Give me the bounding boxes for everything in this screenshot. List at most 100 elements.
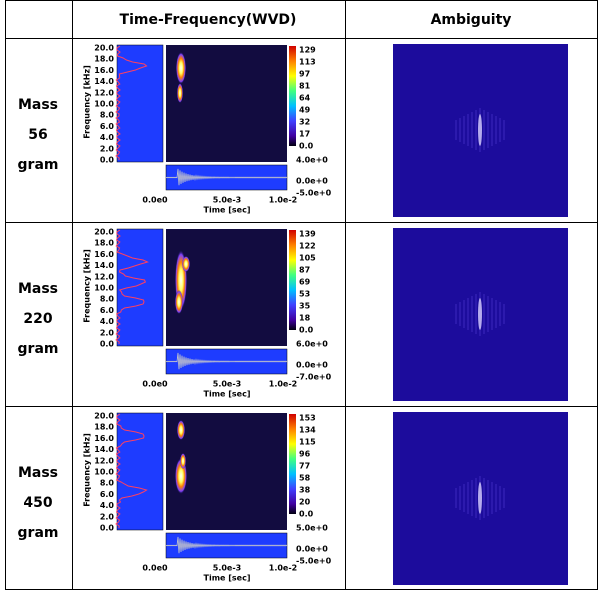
signal-tick-label: -5.0e+0 (296, 189, 332, 198)
colorbar (289, 46, 296, 146)
table-grid (5, 0, 598, 590)
column-header: Ambiguity (431, 12, 512, 28)
y-tick-label: 2.0 (100, 512, 115, 521)
signal-tick-label: 0.0e+0 (296, 361, 328, 370)
y-tick-label: 12.0 (94, 456, 114, 465)
signal-tick-label: -7.0e+0 (296, 373, 332, 382)
y-tick-label: 20.0 (94, 44, 114, 53)
y-tick-label: 18.0 (94, 423, 114, 432)
colorbar-label: 105 (299, 254, 316, 263)
spectrogram (166, 45, 287, 162)
marginal-panel (116, 44, 164, 163)
x-tick-label: 1.0e-2 (269, 564, 297, 573)
signal-tick-label: 4.0e+0 (296, 156, 328, 165)
y-tick-label: 6.0 (100, 122, 115, 131)
y-tick-label: 4.0 (100, 133, 115, 142)
colorbar-label: 0.0 (299, 142, 314, 151)
colorbar-label: 81 (299, 82, 311, 91)
table-row: Mass 56 gram 20.0 18.0 16.0 14.0 12.0 10.0 8.0 6.0… (18, 44, 568, 217)
y-tick-label: 20.0 (94, 228, 114, 237)
x-tick-label: 0.0e0 (142, 196, 168, 205)
x-tick-label: 0.0e0 (142, 564, 168, 573)
y-axis-label: Frequency [kHz] (83, 433, 92, 507)
colorbar-label: 153 (299, 414, 316, 423)
colorbar-label: 97 (299, 70, 310, 79)
colorbar-label: 122 (299, 242, 316, 251)
ambiguity-peak (478, 482, 482, 514)
colorbar-label: 129 (299, 46, 316, 55)
y-tick-label: 16.0 (94, 434, 114, 443)
signal-trace (165, 352, 288, 370)
y-tick-label: 14.0 (94, 261, 114, 270)
y-tick-label: 0.0 (100, 524, 115, 533)
y-tick-label: 14.0 (94, 77, 114, 86)
energy-blob (182, 256, 190, 272)
colorbar-label: 53 (299, 290, 310, 299)
marginal-panel (116, 412, 164, 531)
energy-blob (180, 453, 186, 469)
colorbar-label: 77 (299, 462, 310, 471)
y-tick-label: 12.0 (94, 272, 114, 281)
y-tick-label: 0.0 (100, 340, 115, 349)
y-tick-label: 2.0 (100, 328, 115, 337)
colorbar-label: 113 (299, 58, 316, 67)
y-tick-label: 18.0 (94, 55, 114, 64)
signal-tick-label: 5.0e+0 (296, 524, 328, 533)
y-tick-label: 8.0 (100, 295, 115, 304)
y-axis-label: Frequency [kHz] (83, 249, 92, 323)
colorbar (289, 230, 296, 330)
colorbar-label: 18 (299, 314, 311, 323)
row-label: gram (18, 341, 59, 357)
colorbar-label: 87 (299, 266, 310, 275)
y-tick-label: 20.0 (94, 412, 114, 421)
y-tick-label: 0.0 (100, 156, 115, 165)
row-label: gram (18, 157, 59, 173)
x-tick-label: 5.0e-3 (213, 564, 241, 573)
signal-tick-label: 0.0e+0 (296, 177, 328, 186)
colorbar-label: 134 (299, 426, 316, 435)
row-label: gram (18, 525, 59, 541)
colorbar-label: 139 (299, 230, 316, 239)
y-tick-label: 12.0 (94, 88, 114, 97)
row-label: 220 (23, 311, 52, 327)
x-tick-label: 5.0e-3 (213, 380, 241, 389)
row-label: 56 (28, 127, 47, 143)
colorbar-label: 64 (299, 94, 311, 103)
y-tick-label: 10.0 (94, 100, 114, 109)
energy-blob (177, 83, 183, 103)
signal-trace (165, 536, 288, 554)
colorbar-label: 38 (299, 486, 311, 495)
y-axis-label: Frequency [kHz] (83, 65, 92, 139)
energy-blob (177, 420, 185, 440)
colorbar-label: 35 (299, 302, 311, 311)
y-tick-label: 16.0 (94, 250, 114, 259)
x-tick-label: 0.0e0 (142, 380, 168, 389)
x-tick-label: 1.0e-2 (269, 380, 297, 389)
colorbar-label: 20 (299, 498, 311, 507)
row-label: Mass (18, 97, 58, 113)
signal-tick-label: -5.0e+0 (296, 557, 332, 566)
signal-tick-label: 0.0e+0 (296, 545, 328, 554)
marginal-curve (115, 229, 149, 345)
x-tick-label: 5.0e-3 (213, 196, 241, 205)
table-row: Mass 220 gram 20.0 18.0 16.0 14.0 12.0 10.0 8.0 6.… (18, 228, 568, 401)
colorbar (289, 414, 296, 514)
colorbar-label: 49 (299, 106, 311, 115)
colorbar-label: 17 (299, 130, 310, 139)
y-tick-label: 16.0 (94, 66, 114, 75)
marginal-curve (115, 413, 148, 529)
ambiguity-peak (478, 114, 482, 146)
y-tick-label: 10.0 (94, 284, 114, 293)
table-row: Mass 450 gram 20.0 18.0 16.0 14.0 12.0 10.0 8.0 6.… (18, 412, 568, 585)
signal-tick-label: 6.0e+0 (296, 340, 328, 349)
y-tick-label: 10.0 (94, 468, 114, 477)
y-tick-label: 8.0 (100, 111, 115, 120)
column-header: Time-Frequency(WVD) (120, 12, 297, 28)
x-tick-label: 1.0e-2 (269, 196, 297, 205)
colorbar-label: 96 (299, 450, 311, 459)
colorbar-label: 58 (299, 474, 311, 483)
y-tick-label: 4.0 (100, 501, 115, 510)
colorbar-label: 0.0 (299, 326, 314, 335)
y-tick-label: 18.0 (94, 239, 114, 248)
